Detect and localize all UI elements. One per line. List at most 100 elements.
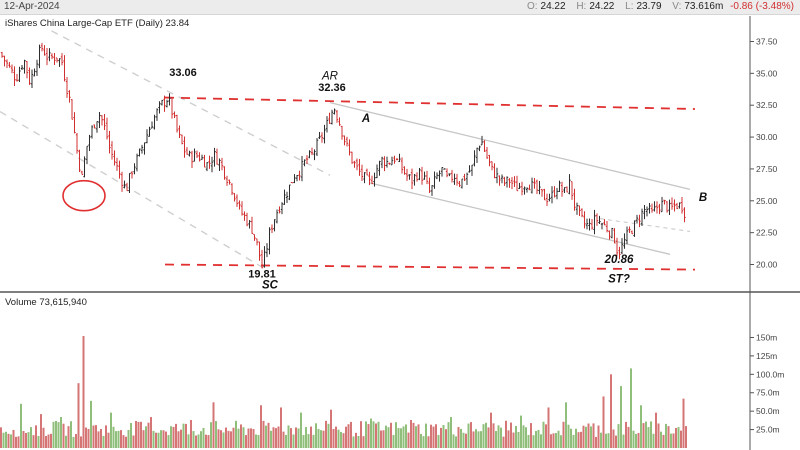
volume-bar [152, 430, 155, 448]
volume-bar [355, 432, 357, 448]
volume-bar [682, 398, 685, 448]
volume-bar [67, 426, 70, 448]
volume-bar [202, 427, 205, 448]
volume-bar [395, 422, 397, 448]
volume-bar [422, 436, 425, 448]
volume-bar [440, 427, 442, 448]
volume-bar [0, 427, 2, 448]
volume-bar [135, 420, 137, 448]
volume-bar [22, 430, 25, 448]
volume-bar [435, 424, 437, 448]
volume-bar [292, 434, 295, 448]
volume-bar [485, 422, 487, 448]
price-tick-label: 22.50 [756, 228, 778, 238]
volume-bar [142, 430, 145, 448]
volume-bar [370, 418, 372, 448]
volume-bar [305, 427, 307, 448]
volume-bar [232, 427, 235, 448]
volume-bar [70, 421, 72, 448]
volume-bar [520, 415, 522, 448]
price-tick-label: 32.50 [756, 100, 778, 110]
volume-bar [622, 434, 625, 448]
volume-bar [400, 428, 402, 448]
volume-bar [637, 432, 640, 448]
volume-bar [562, 421, 565, 448]
volume-bar [470, 422, 472, 448]
volume-bar [477, 431, 480, 448]
volume-bar [277, 426, 280, 448]
upper-downtrend-line [39, 24, 331, 176]
volume-bar [85, 427, 87, 448]
high-value: 24.22 [589, 1, 615, 12]
volume-bar [497, 425, 500, 448]
low-20: 20.86 [604, 254, 634, 266]
volume-bar [155, 432, 157, 448]
price-tick-label: 25.00 [756, 196, 778, 206]
volume-bar [532, 435, 535, 448]
volume-bar [322, 430, 325, 448]
volume-bar [260, 405, 262, 448]
volume-bar [512, 432, 515, 448]
volume-bar [47, 434, 50, 448]
volume-bar [147, 422, 150, 448]
volume-bar [540, 434, 542, 448]
volume-bar [367, 424, 370, 448]
chart-header-bar: 12-Apr-2024 O: 24.22 H: 24.22 L: 23.79 V: 73… [0, 0, 800, 15]
volume-bar [285, 434, 287, 448]
volume-bar [115, 431, 117, 448]
volume-bar [40, 414, 42, 448]
volume-bar [445, 429, 447, 448]
volume-bar [610, 374, 612, 448]
volume-bar [102, 435, 105, 448]
volume-bar [405, 424, 407, 448]
volume-bar [145, 426, 147, 448]
volume-bar [92, 425, 95, 448]
volume-bar [272, 427, 275, 448]
volume-bar [567, 424, 570, 448]
top-33: 33.06 [169, 67, 197, 79]
volume-bar [487, 427, 490, 448]
volume-bar [577, 432, 580, 448]
a-label: A [361, 113, 370, 125]
volume-bar [517, 432, 520, 448]
volume-bar [377, 421, 380, 448]
volume-bar [150, 417, 152, 448]
price-pane-title: iShares China Large-Cap ETF (Daily) 23.8… [4, 18, 191, 29]
open-value: 24.22 [540, 1, 566, 12]
volume-bar [195, 435, 197, 448]
volume-bar [505, 420, 507, 448]
volume-bar [310, 426, 312, 448]
volume-bar [500, 427, 502, 448]
volume-bar [345, 426, 347, 448]
volume-bar [97, 431, 100, 448]
volume-bar [247, 428, 250, 448]
volume-bar [362, 436, 365, 448]
volume-bar [170, 426, 172, 448]
volume-bar [680, 430, 682, 448]
ar-value: 32.36 [318, 82, 346, 94]
volume-bar [207, 435, 210, 448]
volume-bar [392, 434, 395, 448]
volume-bar [227, 430, 230, 448]
volume-bar [212, 402, 215, 448]
volume-bar [452, 434, 455, 448]
volume-bar [107, 432, 110, 448]
volume-bar [672, 433, 675, 448]
volume-bar [252, 429, 255, 448]
volume-bar [560, 435, 562, 448]
volume-bar [375, 423, 377, 448]
volume-bar [17, 436, 20, 448]
volume-bar [555, 433, 557, 448]
volume-bar [275, 428, 277, 448]
volume-bar [472, 431, 475, 448]
volume-bar [575, 428, 577, 448]
volume-bar [105, 425, 107, 448]
volume-bar [530, 423, 532, 448]
volume-bar [665, 423, 667, 448]
volume-bar [160, 430, 162, 448]
volume-bar [15, 436, 17, 448]
volume-bar [42, 427, 45, 448]
volume-bar [645, 421, 647, 448]
volume-bar [415, 426, 417, 448]
